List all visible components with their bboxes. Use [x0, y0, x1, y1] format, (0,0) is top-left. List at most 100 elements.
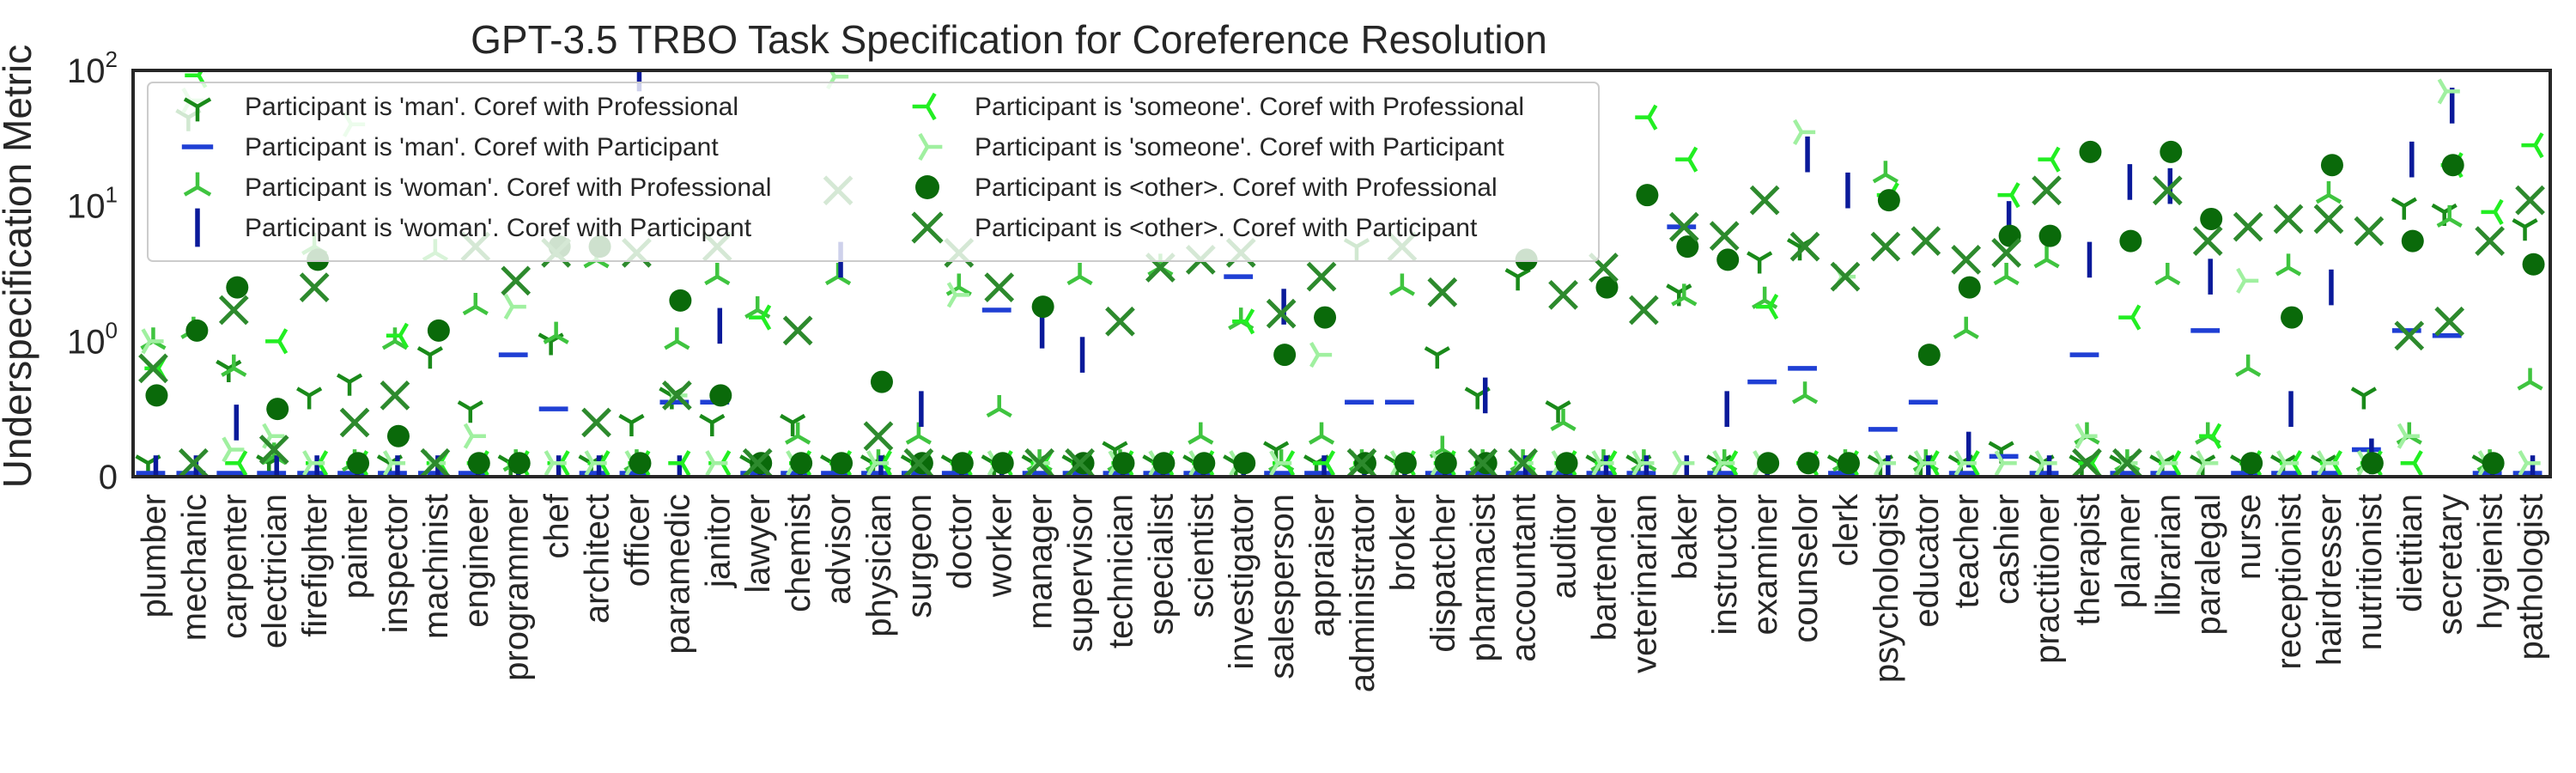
data-point	[1548, 279, 1578, 310]
data-point	[2481, 198, 2504, 225]
legend-marker	[183, 97, 212, 122]
x-tick-label: nurse	[2230, 494, 2268, 580]
y-tick-0: 0	[99, 459, 118, 496]
data-point	[2441, 154, 2464, 177]
data-point	[2155, 450, 2178, 477]
x-tick-label: receptionist	[2270, 494, 2308, 670]
data-point	[507, 452, 531, 475]
data-point	[2240, 452, 2263, 475]
data-point	[1112, 452, 1135, 475]
data-point	[386, 322, 409, 349]
y-axis-ticks: 0 100 101 102	[67, 46, 118, 496]
x-tick-label: instructor	[1706, 494, 1744, 636]
legend-marker	[918, 132, 943, 161]
x-tick-label: auditor	[1546, 494, 1583, 599]
x-tick-label: electrician	[256, 494, 294, 648]
data-point	[2075, 423, 2098, 449]
data-point	[218, 295, 249, 326]
data-point	[503, 293, 526, 320]
data-point	[1635, 104, 1658, 131]
data-point	[2276, 450, 2300, 477]
data-point	[2434, 306, 2465, 337]
x-tick-label: chemist	[780, 494, 817, 612]
data-point	[2315, 181, 2342, 204]
data-point	[2235, 354, 2262, 377]
x-tick-label: physician	[860, 494, 898, 637]
data-point	[1951, 245, 1982, 275]
data-point	[544, 450, 567, 477]
x-tick-label: librarian	[2149, 494, 2187, 616]
data-point	[749, 304, 772, 331]
x-tick-label: worker	[981, 494, 1019, 598]
data-point	[222, 436, 245, 463]
x-tick-label: chef	[538, 493, 576, 558]
data-point	[782, 315, 813, 346]
x-tick-label: investigator	[1223, 494, 1261, 670]
data-point	[1791, 381, 1819, 405]
data-point	[2034, 450, 2057, 477]
data-point	[382, 450, 406, 477]
data-point	[584, 450, 607, 477]
data-point	[2522, 253, 2545, 276]
data-point	[2517, 368, 2543, 391]
data-point	[2032, 175, 2062, 206]
series-1	[136, 224, 2543, 476]
data-point	[1273, 344, 1297, 367]
data-point	[2394, 320, 2425, 351]
data-point	[986, 395, 1012, 418]
data-point	[2119, 229, 2142, 253]
legend-label: Participant is 'man'. Coref with Profess…	[245, 93, 738, 121]
data-point	[2436, 204, 2463, 228]
x-tick-label: advisor	[820, 494, 858, 605]
data-point	[543, 321, 569, 344]
data-point	[709, 384, 732, 407]
data-point	[742, 447, 773, 477]
data-point	[1797, 452, 1820, 475]
data-point	[386, 424, 410, 447]
x-tick-label: supervisor	[1062, 494, 1100, 653]
data-point	[1434, 452, 1457, 475]
x-tick-label: practitioner	[2029, 494, 2067, 664]
data-point	[2401, 229, 2424, 253]
series-6	[145, 140, 2545, 475]
data-point	[863, 421, 894, 452]
data-point	[1877, 189, 1900, 212]
x-tick-label: mechanic	[175, 494, 213, 641]
data-point	[669, 289, 692, 312]
data-point	[2515, 185, 2545, 216]
data-point	[790, 452, 813, 475]
data-point	[1870, 231, 1901, 262]
data-point	[138, 353, 168, 384]
data-point	[2316, 450, 2340, 477]
data-point	[1830, 261, 1861, 292]
data-point	[1188, 422, 1214, 445]
data-point	[2400, 450, 2423, 477]
y-tick-label: 102	[67, 46, 118, 90]
legend-label: Participant is 'woman'. Coref with Parti…	[245, 214, 752, 242]
x-tick-label: paramedic	[659, 494, 696, 654]
x-tick-label: cashier	[1989, 494, 2026, 605]
x-tick-label: machinist	[417, 494, 455, 639]
x-tick-label: nutritionist	[2351, 494, 2389, 650]
data-point	[265, 328, 289, 355]
data-point	[1066, 262, 1093, 286]
data-point	[1716, 248, 1740, 271]
x-tick-label: examiner	[1747, 494, 1784, 636]
x-tick-label: pharmacist	[1465, 494, 1503, 662]
data-point	[141, 328, 164, 355]
data-point	[1629, 295, 1659, 326]
data-point	[1958, 276, 1981, 299]
legend-label: Participant is 'man'. Coref with Partici…	[245, 133, 719, 161]
data-point	[866, 450, 890, 477]
x-tick-label: janitor	[699, 494, 737, 588]
legend-item: Participant is <other>. Coref with Profe…	[915, 173, 1498, 202]
data-point	[750, 452, 773, 475]
data-point	[1873, 450, 1896, 477]
x-tick-label: hairdresser	[2311, 494, 2348, 666]
data-point	[2354, 216, 2385, 247]
data-point	[339, 407, 370, 438]
data-point	[2038, 224, 2062, 247]
x-tick-label: counselor	[1787, 494, 1825, 642]
data-point	[1911, 226, 1941, 256]
data-point	[1233, 452, 1256, 475]
